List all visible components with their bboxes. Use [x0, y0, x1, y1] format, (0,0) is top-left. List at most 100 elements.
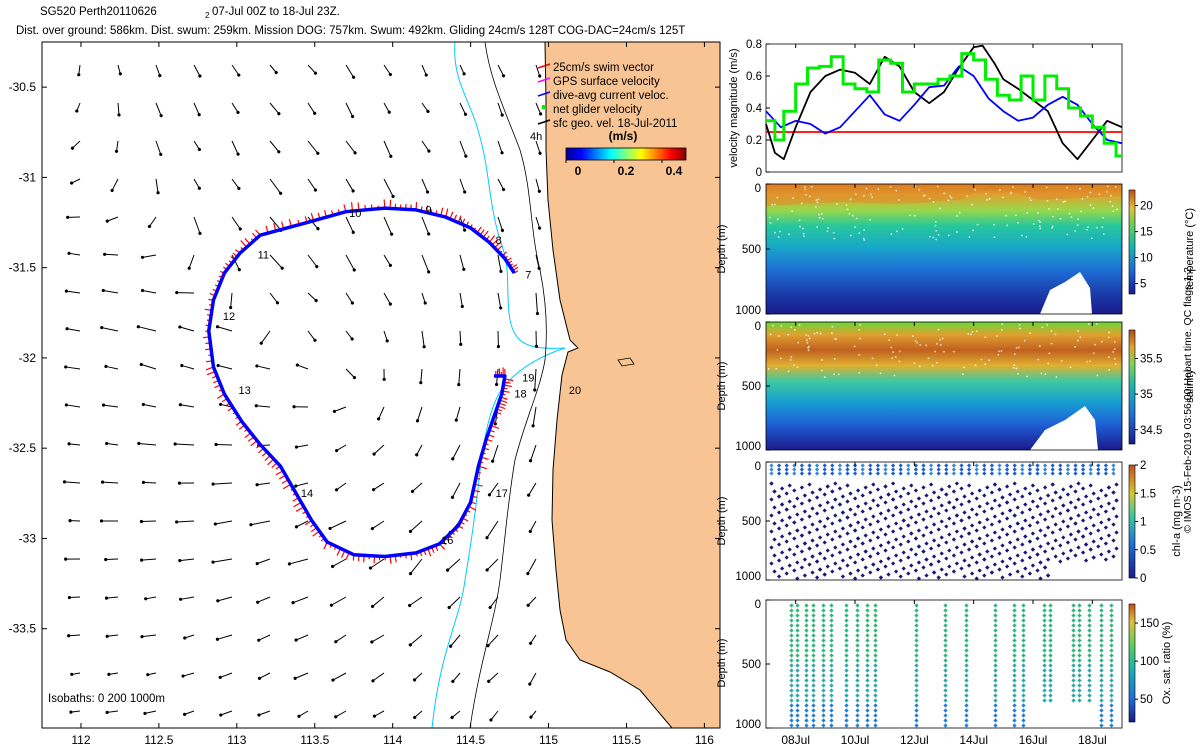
- oxygen-sample-point: [795, 623, 800, 628]
- oxygen-sample-point: [1077, 613, 1082, 618]
- sample-point: [777, 236, 780, 239]
- chla-surface-point: [1088, 471, 1093, 476]
- chla-surface-point: [792, 467, 797, 472]
- sample-point: [1086, 360, 1089, 363]
- swim-vector-tick: [513, 270, 519, 274]
- chla-sample-point: [1000, 495, 1005, 500]
- chla-sample-point: [974, 560, 979, 565]
- chla-surface-point: [1088, 463, 1093, 468]
- oxygen-sample-point: [1021, 693, 1026, 698]
- chla-sample-point: [1058, 559, 1063, 564]
- chla-surface-point: [1027, 463, 1033, 468]
- oxygen-sample-point: [789, 643, 794, 648]
- chla-sample-point: [860, 525, 865, 530]
- oxygen-sample-point: [795, 723, 800, 728]
- chla-surface-point: [852, 467, 858, 472]
- geo-velocity-arrow: [497, 102, 504, 117]
- oxygen-sample-point: [1012, 708, 1017, 713]
- chla-surface-point: [906, 467, 911, 472]
- oxygen-sample-point: [1087, 648, 1092, 653]
- oxygen-sample-point: [1071, 618, 1076, 623]
- chla-sample-point: [989, 522, 995, 527]
- chla-surface-point: [883, 463, 888, 468]
- oxygen-sample-point: [1021, 643, 1026, 648]
- cbar-tick-label: 20: [1140, 201, 1153, 213]
- chla-sample-point: [966, 531, 972, 536]
- oxygen-sample-point: [1087, 608, 1092, 613]
- oxygen-sample-point: [1071, 683, 1076, 688]
- oxygen-sample-point: [821, 718, 826, 723]
- sample-point: [1114, 363, 1117, 366]
- oxygen-sample-point: [1087, 653, 1092, 658]
- oxygen-sample-point: [829, 603, 834, 608]
- sample-point: [1048, 352, 1051, 355]
- sample-point: [858, 232, 861, 235]
- geo-velocity-arrow: [254, 404, 271, 408]
- geo-velocity-arrow: [101, 403, 119, 408]
- chla-sample-point: [1114, 530, 1119, 535]
- chla-surface-point: [784, 467, 789, 472]
- oxygen-sample-point: [1077, 633, 1082, 638]
- sample-point: [1092, 207, 1095, 209]
- oxygen-sample-point: [993, 658, 998, 663]
- chla-sample-point: [814, 495, 820, 500]
- oxygen-sample-point: [844, 623, 849, 628]
- chla-surface-point: [936, 467, 941, 472]
- sample-point: [807, 334, 810, 337]
- sample-point: [769, 222, 772, 224]
- speed-colorbar-gradient: [565, 147, 687, 161]
- cbar-tick-label: 34.5: [1140, 425, 1162, 437]
- oxygen-sample-point: [1012, 668, 1017, 673]
- chla-surface-point: [837, 471, 843, 476]
- chla-surface-point: [1073, 467, 1078, 472]
- chla-sample-point: [1111, 490, 1116, 495]
- oxygen-sample-point: [1012, 638, 1017, 643]
- chla-sample-point: [939, 519, 944, 524]
- chla-sample-point: [855, 504, 861, 509]
- oxygen-sample-point: [1048, 693, 1053, 698]
- geo-velocity-arrow: [383, 330, 389, 343]
- geo-velocity-arrow: [535, 64, 542, 78]
- oxygen-sample-point: [865, 688, 870, 693]
- chla-sample-point: [878, 575, 884, 580]
- chla-sample-point: [1068, 532, 1074, 537]
- chla-sample-point: [822, 556, 827, 561]
- oxygen-sample-point: [829, 683, 834, 688]
- chla-sample-point: [883, 516, 888, 521]
- sample-point: [1037, 358, 1040, 361]
- geo-velocity-arrow: [155, 140, 163, 156]
- gps-surface-velocity-line: [765, 44, 1123, 161]
- chla-sample-point: [1096, 544, 1101, 549]
- oxygen-sample-point: [873, 658, 878, 663]
- chla-sample-point: [769, 545, 774, 550]
- chla-sample-point: [1015, 489, 1020, 494]
- oxygen-sample-point: [1109, 628, 1114, 633]
- depth-tick-label: 500: [742, 381, 761, 393]
- chla-sample-point: [1114, 482, 1119, 487]
- sample-point: [1046, 323, 1049, 326]
- chla-sample-point: [1027, 555, 1033, 560]
- geo-velocity-arrow: [383, 216, 394, 236]
- oxygen-sample-point: [943, 658, 948, 663]
- oxygen-sample-point: [1099, 718, 1104, 723]
- sample-point: [879, 372, 882, 375]
- oxygen-sample-point: [804, 678, 809, 683]
- oxygen-sample-point: [865, 673, 870, 678]
- geo-velocity-arrow: [255, 364, 271, 370]
- chla-sample-point: [951, 553, 957, 558]
- oxygen-sample-point: [855, 693, 860, 698]
- oxygen-sample-point: [811, 708, 816, 713]
- chla-surface-point: [913, 471, 919, 476]
- geo-velocity-arrow: [64, 289, 81, 294]
- sample-point: [815, 199, 818, 202]
- geo-velocity-arrow: [371, 672, 385, 683]
- chla-sample-point: [860, 557, 865, 562]
- oxygen-sample-point: [1071, 658, 1076, 663]
- oxygen-sample-point: [1087, 603, 1092, 608]
- chla-sample-point: [947, 532, 952, 537]
- chla-sample-point: [779, 566, 785, 571]
- chla-sample-point: [954, 481, 960, 486]
- chla-sample-point: [893, 505, 899, 510]
- geo-velocity-arrow: [535, 140, 542, 155]
